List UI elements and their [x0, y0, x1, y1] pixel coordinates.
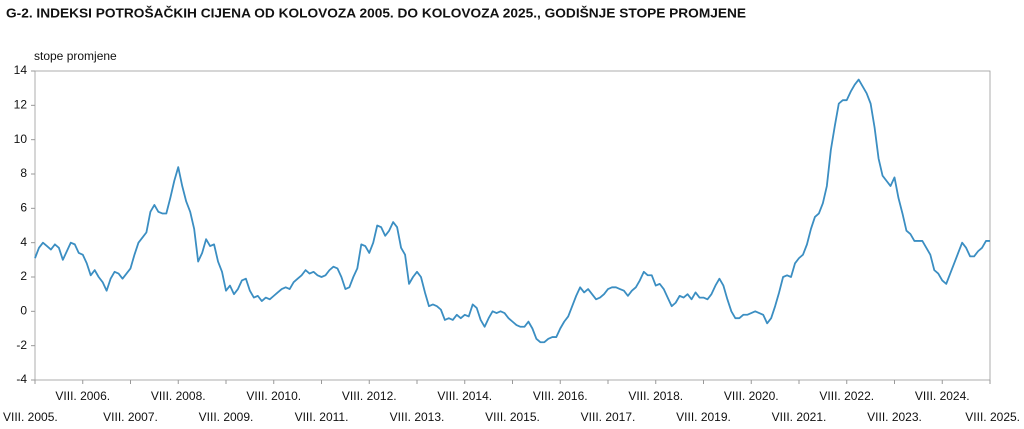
x-tick-label: VIII. 2022. [819, 389, 874, 403]
x-tick-label: VIII. 2008. [151, 389, 206, 403]
y-tick-label: 2 [20, 269, 27, 283]
x-tick-label: VIII. 2015. [485, 410, 540, 424]
x-tick-label: VIII. 2009. [199, 410, 254, 424]
y-axis-label: stope promjene [34, 49, 117, 63]
y-tick-label: -4 [16, 372, 27, 386]
x-tick-label: VIII. 2017. [581, 410, 636, 424]
x-tick-label: VIII. 2024. [915, 389, 970, 403]
y-tick-label: 8 [20, 166, 27, 180]
x-tick-label: VIII. 2006. [55, 389, 110, 403]
chart-title: G-2. INDEKSI POTROŠAČKIH CIJENA OD KOLOV… [6, 5, 746, 20]
line-series [34, 78, 990, 344]
x-tick-label: VIII. 2007. [103, 410, 158, 424]
x-tick-label: VIII. 2023. [867, 410, 922, 424]
x-tick-label: VIII. 2018. [628, 389, 683, 403]
x-tick-label: VIII. 2011. [295, 410, 349, 424]
y-tick-label: 10 [14, 132, 28, 146]
x-tick-label: VIII. 2020. [724, 389, 779, 403]
x-tick-label: VIII. 2014. [437, 389, 492, 403]
y-tick-label: -2 [16, 338, 27, 352]
y-tick-label: 6 [20, 201, 27, 215]
x-tick-label: VIII. 2005. [3, 410, 58, 424]
x-tick-label: VIII. 2019. [676, 410, 731, 424]
x-tick-label: VIII. 2025. [965, 410, 1020, 424]
x-tick-label: VIII. 2012. [342, 389, 397, 403]
y-tick-label: 12 [14, 98, 28, 112]
y-tick-label: 4 [20, 235, 27, 249]
plot-frame [34, 70, 991, 381]
x-tick-label: VIII. 2013. [390, 410, 445, 424]
x-tick-label: VIII. 2021. [772, 410, 827, 424]
x-tick-label: VIII. 2010. [246, 389, 301, 403]
y-tick-label: 14 [14, 63, 28, 77]
x-tick-label: VIII. 2016. [533, 389, 588, 403]
y-tick-label: 0 [20, 304, 27, 318]
